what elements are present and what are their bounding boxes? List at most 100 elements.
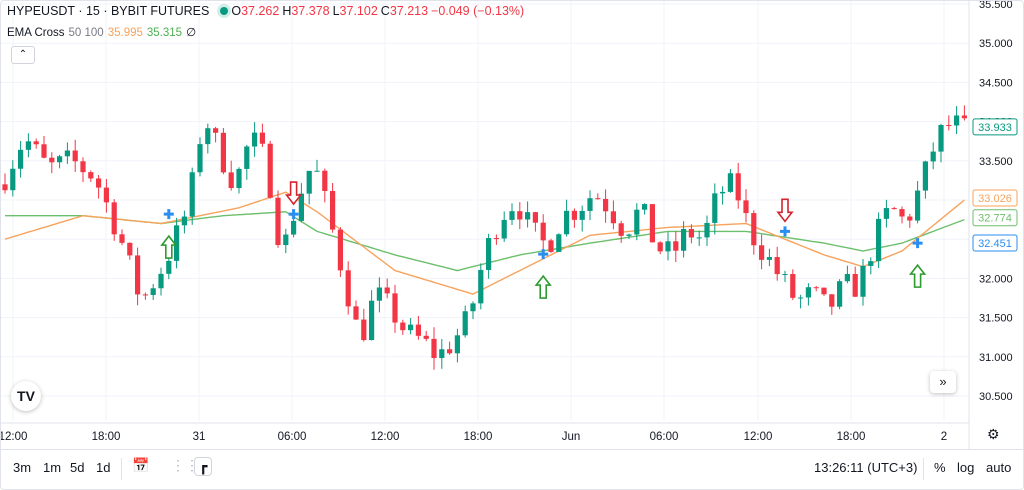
candle-body — [80, 161, 86, 173]
candle-body — [369, 300, 375, 341]
candle-body — [681, 228, 687, 251]
indicator-legend[interactable]: EMA Cross 50 100 35.995 35.315 ∅ — [7, 25, 200, 39]
candle-body — [688, 228, 694, 238]
candle-body — [127, 242, 133, 256]
toolbar-divider — [121, 458, 122, 480]
candle-body — [10, 168, 16, 191]
candle-body — [213, 128, 219, 133]
candle-body — [618, 223, 624, 236]
candle-body — [899, 209, 905, 217]
candle-body — [954, 115, 960, 126]
tradingview-logo[interactable]: TV — [11, 381, 41, 411]
candle-body — [626, 234, 632, 236]
price-label-ema-100: 32.774 — [972, 209, 1018, 227]
candle-body — [595, 198, 601, 200]
candle-body — [478, 269, 484, 304]
candle-body — [150, 288, 156, 295]
ema-slow-value: 35.315 — [146, 27, 183, 39]
candle-body — [665, 241, 671, 252]
cross-icon — [288, 209, 299, 220]
settings-gear-icon[interactable]: ⚙ — [987, 426, 1000, 442]
collapse-legend-button[interactable]: ⌃ — [11, 46, 35, 64]
auto-scale-toggle[interactable]: auto — [986, 460, 1012, 475]
sell-signal-marker — [776, 198, 794, 237]
y-tick-label: 31.000 — [979, 352, 1013, 364]
grid — [1, 1, 970, 449]
cross-icon — [780, 226, 790, 237]
indicator-extra: ∅ — [186, 27, 197, 39]
cross-icon — [912, 238, 923, 249]
cross-icon — [163, 209, 174, 220]
candle-body — [33, 141, 39, 145]
candle-body — [135, 255, 141, 295]
candle-body — [470, 303, 476, 312]
low-label: L — [332, 4, 340, 18]
candle-body — [805, 287, 811, 298]
candle-body — [306, 170, 312, 194]
candle-body — [509, 211, 515, 220]
candle-body — [267, 143, 273, 198]
candle-body — [649, 204, 655, 243]
candle-body — [415, 324, 421, 336]
price-label-text: 33.933 — [978, 122, 1012, 134]
timeframe-1m-button[interactable]: 1m — [43, 460, 62, 475]
x-tick-label: 31 — [193, 431, 206, 443]
open-label: O — [231, 4, 242, 18]
candle-body — [961, 115, 967, 119]
x-tick-label: 12:00 — [744, 431, 773, 443]
buy-signal-marker — [534, 249, 552, 299]
price-label-crosshair: 32.451 — [972, 234, 1018, 252]
candle-body — [142, 294, 148, 296]
ema-slow-line — [5, 211, 965, 272]
candle-body — [907, 216, 913, 221]
candle-body — [759, 245, 765, 260]
x-tick-label: 06:00 — [278, 431, 307, 443]
candle-body — [813, 287, 819, 289]
drag-handle-icon[interactable]: ⋮⋮ — [171, 457, 199, 473]
candle-body — [540, 222, 546, 241]
ema-fast-value: 35.995 — [107, 27, 143, 39]
candle-body — [642, 204, 648, 210]
scroll-to-realtime-button[interactable]: » — [930, 371, 956, 393]
candle-body — [610, 211, 616, 224]
high-label: H — [282, 4, 292, 18]
percent-scale-toggle[interactable]: % — [934, 460, 946, 475]
candle-body — [712, 193, 718, 223]
arrow-down-icon — [284, 181, 303, 206]
timeframe-1d-button[interactable]: 1d — [96, 460, 111, 475]
candle-body — [571, 210, 577, 220]
ema-fast-line — [4, 191, 965, 295]
bottom-toolbar: 3m 1m 5d 1d 📅 ⋮⋮ ┏ 13:26:11 (UTC+3) % lo… — [1, 449, 1023, 489]
candle-body — [673, 241, 679, 251]
calendar-goto-icon[interactable]: 📅 — [132, 457, 150, 473]
candle-body — [696, 237, 702, 239]
candle-body — [431, 338, 437, 359]
candle-body — [727, 173, 733, 192]
candle-body — [922, 161, 928, 191]
measure-tool-icon[interactable]: ┏ — [194, 457, 213, 476]
candle-body — [447, 349, 453, 354]
price-label-last-price: 33.933 — [972, 118, 1018, 136]
clock-timezone[interactable]: 13:26:11 (UTC+3) — [814, 460, 918, 475]
arrow-down-icon — [776, 198, 794, 223]
x-tick-label: 12:00 — [1, 431, 27, 443]
candle-body — [454, 335, 460, 354]
close-label: C — [380, 4, 390, 18]
sell-signal-marker — [284, 181, 303, 220]
cross-icon — [538, 249, 549, 260]
timeframe-5d-button[interactable]: 5d — [70, 460, 85, 475]
candle-body — [96, 178, 102, 188]
candle-body — [111, 202, 117, 235]
price-labels: 33.933 33.026 32.774 32.451 — [972, 118, 1018, 252]
symbol-title[interactable]: HYPEUSDT · 15 · BYBIT FUTURES — [7, 4, 210, 18]
time-axis[interactable]: 12:00 18:00 31 06:00 12:00 18:00 Jun 06:00 12:00… — [1, 431, 947, 443]
price-chart[interactable]: 35.50035.00034.50034.00033.50033.00032.5… — [1, 1, 1023, 449]
candle-body — [525, 212, 531, 220]
x-tick-label: 2 — [941, 431, 947, 443]
log-scale-toggle[interactable]: log — [957, 460, 975, 475]
candle-body — [946, 124, 952, 126]
candle-body — [486, 238, 492, 270]
candle-body — [197, 144, 203, 173]
timeframe-3m-button[interactable]: 3m — [13, 460, 32, 475]
y-tick-label: 33.500 — [979, 156, 1013, 168]
